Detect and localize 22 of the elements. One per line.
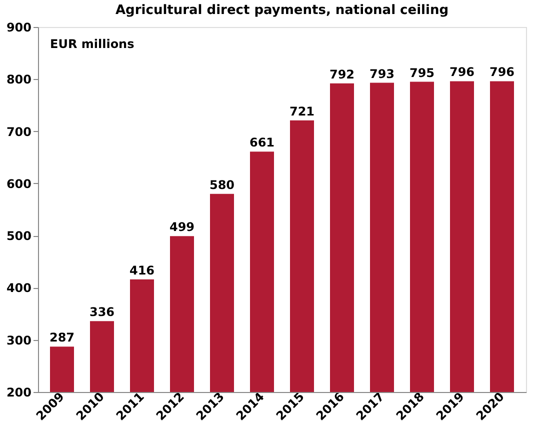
y-tick-label: 500 (6, 229, 32, 244)
data-label: 580 (209, 178, 235, 192)
annotation: EUR millions (50, 37, 134, 51)
y-tick-label: 200 (6, 386, 32, 400)
y-tick-label: 300 (6, 333, 32, 348)
data-label: 793 (369, 66, 395, 81)
data-label: 792 (329, 67, 355, 82)
y-tick-label: 600 (6, 176, 32, 191)
data-label: 796 (449, 65, 475, 80)
chart-title: Agricultural direct payments, national ceiling (116, 3, 448, 18)
data-label: 499 (169, 220, 195, 234)
y-tick-label: 900 (6, 20, 32, 34)
data-label: 796 (489, 65, 515, 80)
data-label: 795 (409, 66, 435, 80)
data-label: 336 (89, 305, 115, 320)
data-label: 661 (249, 136, 275, 150)
y-tick-label: 700 (6, 124, 32, 139)
data-label: 287 (49, 330, 75, 345)
y-tick-label: 400 (6, 281, 32, 296)
data-label: 416 (129, 263, 155, 278)
data-label: 721 (289, 104, 315, 118)
y-tick-label: 800 (6, 72, 32, 87)
